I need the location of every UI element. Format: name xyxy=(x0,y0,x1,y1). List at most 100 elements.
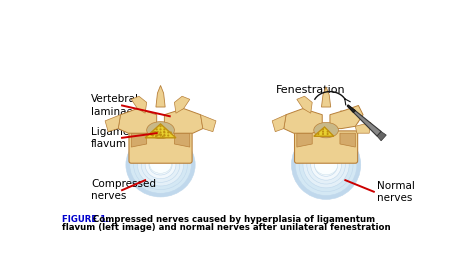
Ellipse shape xyxy=(149,155,172,175)
Circle shape xyxy=(163,131,165,133)
Circle shape xyxy=(340,153,342,155)
Circle shape xyxy=(164,154,166,156)
Circle shape xyxy=(301,123,303,125)
Text: Compressed nerves caused by hyperplasia of ligamentum: Compressed nerves caused by hyperplasia … xyxy=(93,215,375,224)
Ellipse shape xyxy=(292,130,361,199)
Circle shape xyxy=(191,117,193,118)
Circle shape xyxy=(333,142,335,145)
Circle shape xyxy=(208,122,210,123)
Ellipse shape xyxy=(315,153,337,176)
Circle shape xyxy=(276,122,279,124)
Polygon shape xyxy=(105,115,120,132)
Circle shape xyxy=(162,151,165,153)
Circle shape xyxy=(157,131,159,133)
Circle shape xyxy=(171,151,173,153)
Circle shape xyxy=(350,113,352,115)
Circle shape xyxy=(159,101,162,104)
Circle shape xyxy=(174,114,177,116)
Circle shape xyxy=(282,122,283,124)
Circle shape xyxy=(323,100,326,103)
Circle shape xyxy=(159,131,162,134)
Circle shape xyxy=(174,117,177,120)
Circle shape xyxy=(189,125,192,128)
Circle shape xyxy=(137,154,138,156)
Circle shape xyxy=(305,116,307,118)
Circle shape xyxy=(185,125,187,127)
Circle shape xyxy=(150,142,153,145)
Circle shape xyxy=(150,146,153,149)
Circle shape xyxy=(203,124,206,127)
Circle shape xyxy=(111,122,113,124)
Circle shape xyxy=(324,95,327,97)
Circle shape xyxy=(155,128,158,130)
Circle shape xyxy=(142,142,144,144)
Circle shape xyxy=(137,121,138,123)
Circle shape xyxy=(147,146,149,148)
Circle shape xyxy=(318,142,320,144)
Circle shape xyxy=(175,153,177,154)
Circle shape xyxy=(150,146,153,149)
Circle shape xyxy=(356,120,359,123)
Circle shape xyxy=(326,94,328,96)
Circle shape xyxy=(185,116,187,118)
Circle shape xyxy=(336,143,339,146)
Circle shape xyxy=(360,128,363,131)
Circle shape xyxy=(152,131,154,134)
Circle shape xyxy=(143,125,146,128)
Circle shape xyxy=(165,153,169,155)
Circle shape xyxy=(132,117,135,119)
Text: Normal
nerves: Normal nerves xyxy=(377,180,415,203)
Circle shape xyxy=(323,151,325,153)
Circle shape xyxy=(128,117,130,120)
Circle shape xyxy=(206,122,209,124)
Circle shape xyxy=(152,134,154,136)
Circle shape xyxy=(166,153,169,155)
Ellipse shape xyxy=(141,147,180,182)
Circle shape xyxy=(302,154,304,156)
Circle shape xyxy=(164,134,165,136)
Circle shape xyxy=(315,146,319,149)
Circle shape xyxy=(300,115,302,118)
Circle shape xyxy=(293,124,294,125)
Circle shape xyxy=(135,115,137,118)
Circle shape xyxy=(324,100,327,103)
Ellipse shape xyxy=(130,136,191,193)
Circle shape xyxy=(139,125,141,127)
Circle shape xyxy=(335,136,338,140)
Circle shape xyxy=(171,143,173,146)
Circle shape xyxy=(148,125,151,128)
Circle shape xyxy=(327,145,328,146)
Circle shape xyxy=(345,113,347,115)
Circle shape xyxy=(161,140,164,143)
Circle shape xyxy=(167,131,169,134)
Polygon shape xyxy=(340,133,356,147)
Circle shape xyxy=(325,92,328,95)
Ellipse shape xyxy=(154,159,167,170)
Circle shape xyxy=(157,151,159,153)
Circle shape xyxy=(161,94,163,96)
Polygon shape xyxy=(330,105,363,129)
Circle shape xyxy=(326,94,328,95)
Circle shape xyxy=(306,141,308,143)
Circle shape xyxy=(303,153,306,155)
Circle shape xyxy=(173,124,175,125)
Circle shape xyxy=(144,142,146,145)
Circle shape xyxy=(302,121,304,123)
Circle shape xyxy=(305,137,308,140)
Polygon shape xyxy=(131,133,146,147)
Polygon shape xyxy=(297,133,312,147)
Circle shape xyxy=(300,117,302,120)
Circle shape xyxy=(141,113,145,117)
Circle shape xyxy=(204,122,207,124)
Circle shape xyxy=(315,123,317,125)
Circle shape xyxy=(349,151,351,153)
Circle shape xyxy=(305,116,307,118)
Circle shape xyxy=(180,141,182,143)
Circle shape xyxy=(322,139,324,141)
Circle shape xyxy=(362,129,365,132)
Ellipse shape xyxy=(307,145,346,184)
Polygon shape xyxy=(118,109,157,133)
Circle shape xyxy=(113,120,117,123)
Polygon shape xyxy=(356,122,371,133)
Circle shape xyxy=(209,120,212,123)
